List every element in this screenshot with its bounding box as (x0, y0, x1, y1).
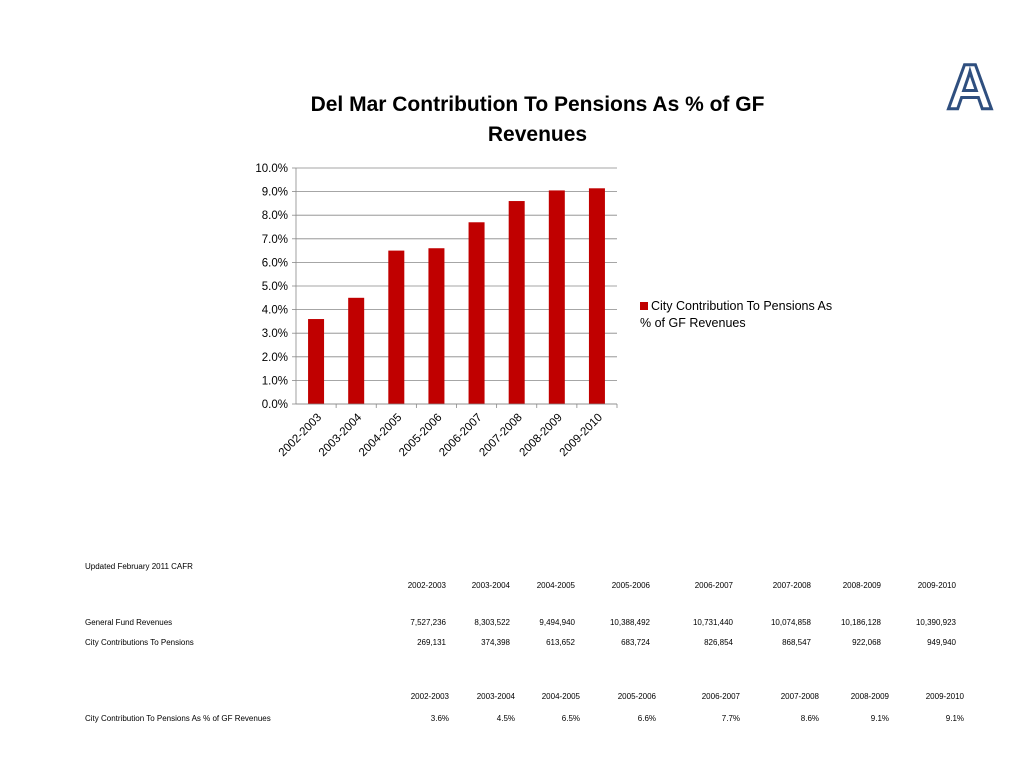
percent-year-header: 2007-2008 (780, 692, 819, 701)
chart-title: Del Mar Contribution To Pensions As % of… (310, 93, 765, 146)
year-header: 2004-2005 (536, 581, 575, 590)
year-header: 2009-2010 (917, 581, 956, 590)
table-cell: 613,652 (546, 638, 575, 647)
percent-cell: 6.6% (637, 714, 656, 723)
y-tick-label: 10.0% (255, 163, 288, 175)
percent-year-header: 2003-2004 (476, 692, 515, 701)
y-tick-label: 5.0% (262, 281, 288, 293)
percent-year-header: 2006-2007 (701, 692, 740, 701)
bar (308, 319, 325, 404)
bar (548, 190, 565, 404)
corner-letter-glyph: A (947, 55, 993, 117)
y-tick-label: 1.0% (262, 375, 288, 387)
bar (588, 188, 605, 404)
percent-cell: 9.1% (945, 714, 964, 723)
table-cell: 8,303,522 (474, 618, 510, 627)
year-header: 2005-2006 (611, 581, 650, 590)
bar (348, 297, 365, 404)
year-header: 2002-2003 (407, 581, 446, 590)
bar (428, 248, 445, 404)
table-cell: 922,068 (852, 638, 881, 647)
y-tick-label: 6.0% (262, 257, 288, 269)
table-cell: 10,731,440 (692, 618, 733, 627)
percent-cell: 6.5% (561, 714, 580, 723)
y-tick-label: 3.0% (262, 328, 288, 340)
percent-cell: 7.7% (721, 714, 740, 723)
table-cell: 949,940 (927, 638, 956, 647)
percent-year-header: 2002-2003 (410, 692, 449, 701)
row-label: General Fund Revenues (85, 618, 173, 627)
table-cell: 7,527,236 (410, 618, 446, 627)
year-header: 2006-2007 (694, 581, 733, 590)
y-tick-label: 9.0% (262, 187, 288, 199)
percent-cell: 4.5% (496, 714, 515, 723)
bar (508, 201, 525, 404)
x-tick-label: 2009-2010 (558, 412, 605, 459)
percent-cell: 3.6% (430, 714, 449, 723)
table-cell: 10,074,858 (770, 618, 811, 627)
legend-swatch (640, 302, 648, 310)
table-cell: 10,390,923 (915, 618, 956, 627)
year-header: 2007-2008 (772, 581, 811, 590)
table-cell: 10,388,492 (609, 618, 650, 627)
y-tick-label: 2.0% (262, 352, 288, 364)
bar (468, 222, 485, 404)
y-tick-label: 7.0% (262, 234, 288, 246)
legend-label: City Contribution To Pensions As % of GF… (640, 299, 833, 330)
y-tick-label: 8.0% (262, 210, 288, 222)
table-cell: 269,131 (417, 638, 446, 647)
table-cell: 683,724 (621, 638, 650, 647)
year-header: 2003-2004 (471, 581, 510, 590)
row-label: City Contributions To Pensions (85, 638, 194, 647)
y-tick-label: 0.0% (262, 399, 288, 411)
chart-legend: City Contribution To Pensions As % of GF… (640, 298, 840, 332)
percent-cell: 9.1% (870, 714, 889, 723)
table-cell: 868,547 (782, 638, 811, 647)
percent-year-header: 2004-2005 (541, 692, 580, 701)
percent-row-label: City Contribution To Pensions As % of GF… (85, 714, 271, 723)
corner-letter-a: A (945, 55, 994, 117)
table-cell: 826,854 (704, 638, 733, 647)
table-cell: 374,398 (481, 638, 510, 647)
percent-year-header: 2008-2009 (850, 692, 889, 701)
table-cell: 10,186,128 (840, 618, 881, 627)
updated-note: Updated February 2011 CAFR (85, 562, 193, 571)
percent-year-header: 2005-2006 (617, 692, 656, 701)
y-tick-label: 4.0% (262, 305, 288, 317)
bar (388, 250, 405, 404)
percent-cell: 8.6% (800, 714, 819, 723)
year-header: 2008-2009 (842, 581, 881, 590)
percent-year-header: 2009-2010 (925, 692, 964, 701)
table-cell: 9,494,940 (539, 618, 575, 627)
